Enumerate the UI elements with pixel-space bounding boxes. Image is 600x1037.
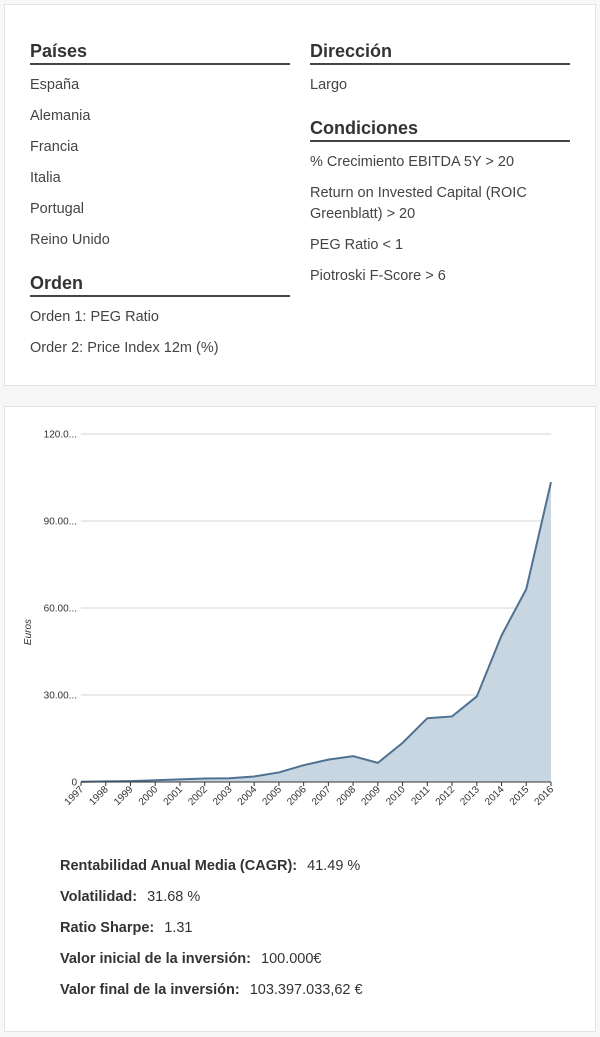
stat-label: Valor inicial de la inversión: [60, 951, 251, 967]
condition-item: Return on Invested Capital (ROIC Greenbl… [310, 185, 527, 222]
stat-label: Ratio Sharpe: [60, 920, 155, 936]
x-tick-label: 2005 [261, 784, 285, 808]
condition-item: % Crecimiento EBITDA 5Y > 20 [310, 154, 515, 170]
direction-section: Dirección Largo [310, 37, 570, 106]
chart-card: 0 30.00... 60.00... 90.00... 120.0... Euros 19… [4, 406, 596, 1032]
condition-item: Piotroski F-Score > 6 [310, 268, 446, 284]
stat-row-cagr: Rentabilidad Anual Media (CAGR): 41.49 % [60, 851, 363, 882]
x-tick-label: 2000 [137, 784, 161, 808]
y-tick-label: 60.00... [44, 604, 77, 615]
y-axis-title: Euros [23, 619, 34, 645]
x-tick-label: 2013 [458, 784, 482, 808]
conditions-section: Condiciones % Crecimiento EBITDA 5Y > 20… [310, 114, 570, 297]
countries-section: Países España Alemania Francia Italia Po… [30, 37, 290, 261]
equity-chart: 0 30.00... 60.00... 90.00... 120.0... Euros 19… [23, 430, 557, 808]
country-item: Alemania [30, 108, 91, 124]
y-tick-label: 120.0... [44, 430, 77, 441]
order-item: Order 2: Price Index 12m (%) [30, 340, 219, 356]
x-tick-label: 2003 [211, 784, 235, 808]
stat-value: 1.31 [164, 920, 193, 936]
x-tick-label: 1999 [112, 784, 136, 808]
x-tick-label: 1998 [87, 784, 111, 808]
x-tick-label: 2011 [409, 784, 432, 807]
x-tick-label: 2010 [384, 784, 408, 808]
stat-row-volatility: Volatilidad: 31.68 % [60, 882, 363, 913]
stat-row-initial: Valor inicial de la inversión: 100.000€ [60, 944, 363, 975]
x-tick-label: 2001 [162, 784, 186, 808]
stat-label: Valor final de la inversión: [60, 982, 240, 998]
x-tick-label: 2007 [310, 784, 334, 808]
direction-title: Dirección [310, 37, 570, 65]
direction-item: Largo [310, 77, 348, 93]
stat-value: 103.397.033,62 € [249, 982, 363, 998]
order-title: Orden [30, 269, 290, 297]
stat-label: Volatilidad: [60, 889, 138, 905]
countries-title: Países [30, 37, 290, 65]
criteria-card: Países España Alemania Francia Italia Po… [4, 4, 596, 386]
series-line [80, 481, 552, 783]
conditions-title: Condiciones [310, 114, 570, 142]
x-tick-label: 2015 [508, 784, 532, 808]
stat-row-sharpe: Ratio Sharpe: 1.31 [60, 913, 363, 944]
x-tick-label: 1997 [63, 784, 87, 808]
stat-value: 41.49 % [307, 858, 361, 874]
stat-label: Rentabilidad Anual Media (CAGR): [60, 858, 298, 874]
x-tick-label: 2004 [236, 784, 260, 808]
x-tick-label: 2006 [285, 784, 309, 808]
stat-row-final: Valor final de la inversión: 103.397.033,… [60, 975, 363, 1006]
x-tick-label: 2008 [335, 784, 359, 808]
stat-value: 31.68 % [147, 889, 201, 905]
country-item: Francia [30, 139, 79, 155]
country-item: Italia [30, 170, 61, 186]
country-item: Reino Unido [30, 232, 110, 248]
country-item: Portugal [30, 201, 85, 217]
y-tick-label: 90.00... [44, 517, 77, 528]
x-tick-label: 2012 [434, 784, 458, 808]
x-tick-label: 2014 [483, 784, 507, 808]
x-tick-label: 2009 [359, 784, 383, 808]
order-section: Orden Orden 1: PEG Ratio Order 2: Price … [30, 269, 290, 369]
stat-value: 100.000€ [261, 951, 322, 967]
y-tick-label: 0 [71, 778, 77, 789]
series-area [81, 482, 551, 782]
y-tick-label: 30.00... [44, 691, 77, 702]
condition-item: PEG Ratio < 1 [310, 237, 404, 253]
order-item: Orden 1: PEG Ratio [30, 309, 159, 325]
country-item: España [30, 77, 80, 93]
stats-list: Rentabilidad Anual Media (CAGR): 41.49 % … [60, 851, 363, 1006]
x-tick-label: 2016 [533, 784, 557, 808]
x-tick-label: 2002 [186, 784, 210, 808]
